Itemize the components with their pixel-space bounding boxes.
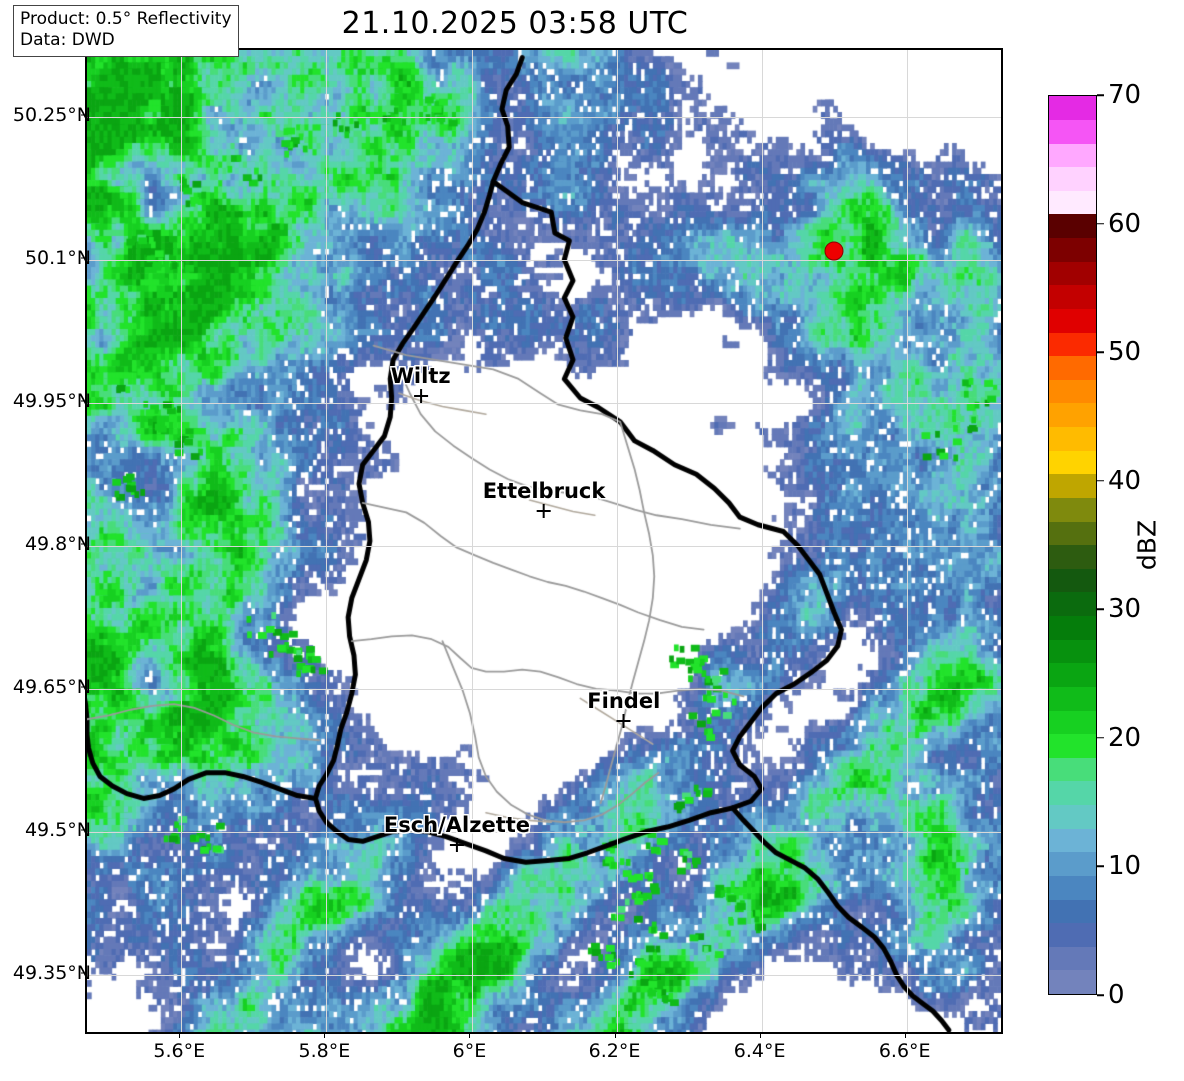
colorbar-segment	[1049, 143, 1096, 168]
colorbar-tick-mark	[1097, 994, 1104, 996]
colorbar-segment	[1049, 474, 1096, 498]
latitude-tick-mark	[81, 829, 85, 831]
colorbar-segment	[1049, 828, 1096, 853]
colorbar-segment	[1049, 450, 1096, 475]
longitude-tick-label: 6.4°E	[733, 1040, 786, 1062]
colorbar-segment	[1049, 238, 1096, 262]
colorbar-segment	[1049, 781, 1096, 805]
colorbar-segment	[1049, 119, 1096, 144]
colorbar-segment	[1049, 970, 1096, 994]
colorbar-tick-mark	[1097, 94, 1104, 96]
longitude-tick-label: 5.8°E	[298, 1040, 351, 1062]
colorbar-tick-label: 70	[1108, 80, 1142, 110]
colorbar-segment	[1049, 332, 1096, 357]
colorbar-segment	[1049, 946, 1096, 971]
longitude-tick-mark	[324, 1034, 326, 1038]
colorbar-segment	[1049, 923, 1096, 947]
colorbar-tick-label: 50	[1108, 337, 1142, 368]
colorbar-segment	[1049, 875, 1096, 900]
latitude-tick-label: 49.95°N	[12, 389, 91, 412]
colorbar-segment	[1049, 427, 1096, 451]
colorbar-tick-mark	[1097, 351, 1104, 353]
colorbar-tick-mark	[1097, 608, 1104, 611]
colorbar-tick-label: 40	[1108, 465, 1142, 496]
colorbar-segment	[1049, 852, 1096, 876]
colorbar-segment	[1049, 568, 1096, 593]
colorbar-segment	[1049, 497, 1096, 522]
colorbar-segment	[1049, 663, 1096, 687]
longitude-tick-mark	[469, 1034, 471, 1038]
colorbar-segment	[1049, 285, 1096, 309]
colorbar-segment	[1049, 616, 1096, 640]
colorbar-axis-label: dBZ	[1132, 519, 1162, 571]
colorbar-tick-mark	[1097, 737, 1104, 739]
latitude-tick-label: 49.35°N	[12, 961, 91, 984]
colorbar-segment	[1049, 308, 1096, 333]
latitude-tick-mark	[81, 686, 85, 688]
colorbar-tick-label: 60	[1108, 208, 1142, 239]
latitude-tick-label: 50.1°N	[24, 246, 91, 269]
longitude-tick-mark	[614, 1034, 616, 1038]
colorbar[interactable]: 0 10 20 30 40 50 60 70	[1048, 80, 1141, 1010]
colorbar-segment	[1049, 805, 1096, 829]
latitude-tick-label: 49.65°N	[12, 675, 91, 698]
colorbar-segment	[1049, 639, 1096, 664]
latitude-tick-label: 49.5°N	[24, 818, 91, 841]
colorbar-segment	[1049, 545, 1096, 569]
colorbar-segment	[1049, 167, 1096, 191]
longitude-tick-label: 6°E	[452, 1040, 487, 1062]
longitude-tick-mark	[179, 1034, 181, 1038]
colorbar-tick-mark	[1097, 222, 1104, 225]
colorbar-tick-label: 30	[1108, 594, 1142, 625]
latitude-tick-mark	[81, 400, 85, 402]
colorbar-segment	[1049, 757, 1096, 782]
colorbar-segment	[1049, 734, 1096, 758]
colorbar-segment	[1049, 190, 1096, 215]
map-borders-layer	[87, 50, 1001, 1032]
colorbar-segment	[1049, 592, 1096, 616]
latitude-tick-label: 49.8°N	[24, 532, 91, 555]
colorbar-tick-mark	[1097, 479, 1104, 482]
colorbar-segment	[1049, 403, 1096, 427]
page-title: 21.10.2025 03:58 UTC	[341, 6, 689, 41]
latitude-tick-label: 50.25°N	[12, 103, 91, 126]
colorbar-segment	[1049, 214, 1096, 238]
colorbar-segment	[1049, 899, 1096, 924]
colorbar-segment	[1049, 710, 1096, 735]
colorbar-segment	[1049, 379, 1096, 404]
colorbar-segment	[1049, 521, 1096, 546]
map-plot-area[interactable]: Wiltz Ettelbruck Findel Esch/Alzette	[85, 48, 1003, 1034]
longitude-tick-label: 5.6°E	[153, 1040, 206, 1062]
colorbar-tick-label: 20	[1108, 722, 1142, 753]
product-info-box: Product: 0.5° Reflectivity Data: DWD	[13, 5, 239, 57]
latitude-tick-mark	[81, 257, 85, 259]
colorbar-segment	[1049, 261, 1096, 286]
latitude-tick-mark	[81, 972, 85, 974]
longitude-tick-label: 6.6°E	[878, 1040, 931, 1062]
latitude-tick-mark	[81, 114, 85, 116]
colorbar-tick-label: 0	[1108, 980, 1125, 1010]
colorbar-tick-mark	[1097, 865, 1104, 868]
latitude-tick-mark	[81, 543, 85, 545]
radar-site-marker[interactable]	[824, 241, 844, 261]
colorbar-segment	[1049, 686, 1096, 711]
colorbar-gradient	[1048, 95, 1097, 995]
infobox-product-line: Product: 0.5° Reflectivity	[20, 9, 232, 29]
colorbar-tick-label: 10	[1108, 851, 1142, 882]
longitude-tick-label: 6.2°E	[588, 1040, 641, 1062]
colorbar-segment	[1049, 96, 1096, 120]
colorbar-segment	[1049, 356, 1096, 380]
infobox-data-line: Data: DWD	[20, 30, 115, 51]
longitude-tick-mark	[759, 1034, 761, 1038]
longitude-tick-mark	[904, 1034, 906, 1038]
